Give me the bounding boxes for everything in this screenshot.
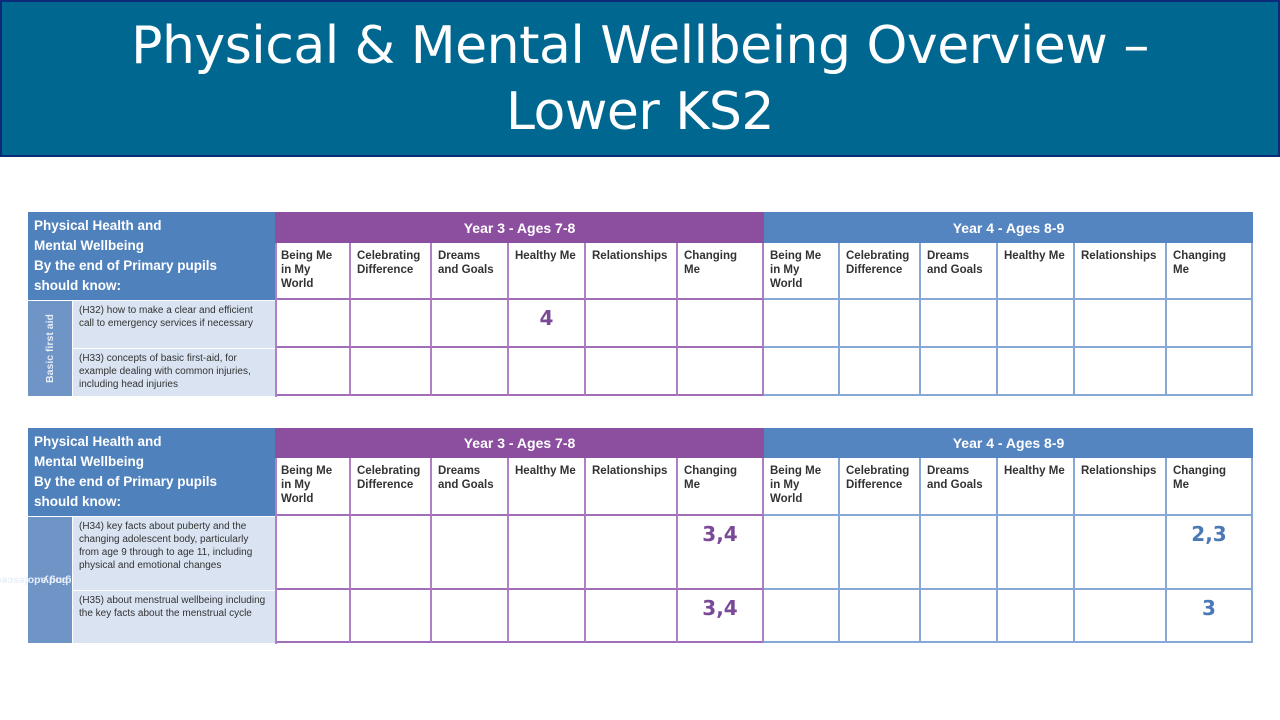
col-header: Healthy Me	[998, 243, 1075, 300]
cell	[1167, 300, 1253, 348]
table-left-header: Physical Health and Mental Wellbeing By …	[28, 428, 275, 516]
adolescent-body-table: Physical Health and Mental Wellbeing By …	[0, 428, 1253, 644]
section-label-basic-first-aid: Basic first aid	[28, 300, 72, 396]
item-h34: (H34) key facts about puberty and the ch…	[72, 516, 275, 590]
col-header: Changing Me	[678, 458, 764, 516]
divider	[275, 243, 277, 397]
header-sub-line-1: By the end of Primary pupils	[34, 474, 218, 489]
cell	[998, 300, 1075, 348]
cell	[840, 348, 921, 396]
table-left-header: Physical Health and Mental Wellbeing By …	[28, 212, 275, 300]
col-header: Celebrating Difference	[351, 458, 432, 516]
col-header: Celebrating Difference	[840, 243, 921, 300]
cell	[921, 348, 998, 396]
col-header: Relationships	[1075, 243, 1167, 300]
cell	[351, 348, 432, 396]
group-header-year3: Year 3 - Ages 7-8	[275, 212, 764, 243]
cell: 3,4	[678, 516, 764, 590]
item-h32: (H32) how to make a clear and efficient …	[72, 300, 275, 348]
title-line-2: Lower KS2	[506, 81, 775, 142]
header-sub-line-1: By the end of Primary pupils	[34, 258, 218, 273]
cell	[275, 300, 351, 348]
cell	[921, 300, 998, 348]
col-header: Healthy Me	[509, 243, 586, 300]
header-title-line-1: Physical Health and	[34, 218, 162, 233]
col-header: Relationships	[586, 243, 678, 300]
header-sub-line-2: should know:	[34, 278, 121, 293]
header-title-line-2: Mental Wellbeing	[34, 238, 145, 253]
cell	[275, 516, 351, 590]
col-header: Healthy Me	[998, 458, 1075, 516]
cell	[998, 590, 1075, 643]
col-header: Dreams and Goals	[921, 458, 998, 516]
cell	[509, 348, 586, 396]
page-title: Physical & Mental Wellbeing Overview – L…	[0, 0, 1280, 157]
cell	[1075, 348, 1167, 396]
header-sub-line-2: should know:	[34, 494, 121, 509]
cell	[1075, 516, 1167, 590]
cell	[678, 348, 764, 396]
cell	[351, 590, 432, 643]
cell	[678, 300, 764, 348]
cell	[840, 300, 921, 348]
first-aid-table: Physical Health and Mental Wellbeing By …	[28, 212, 1253, 397]
cell	[351, 516, 432, 590]
title-line-1: Physical & Mental Wellbeing Overview –	[131, 15, 1149, 76]
section-label-changing-adolescent-body: Changing adolescent body	[0, 516, 98, 643]
cell	[509, 516, 586, 590]
cell	[921, 516, 998, 590]
cell	[840, 516, 921, 590]
cell	[351, 300, 432, 348]
group-header-year4: Year 4 - Ages 8-9	[764, 428, 1253, 458]
cell	[586, 348, 678, 396]
cell	[275, 348, 351, 396]
col-header: Being Me in My World	[764, 243, 840, 300]
cell: 2,3	[1167, 516, 1253, 590]
group-header-year4: Year 4 - Ages 8-9	[764, 212, 1253, 243]
col-header: Being Me in My World	[275, 458, 351, 516]
cell	[432, 590, 509, 643]
cell	[432, 300, 509, 348]
col-header: Celebrating Difference	[351, 243, 432, 300]
cell	[509, 590, 586, 643]
cell	[432, 348, 509, 396]
cell	[275, 590, 351, 643]
cell	[586, 590, 678, 643]
col-header: Being Me in My World	[275, 243, 351, 300]
col-header: Healthy Me	[509, 458, 586, 516]
col-header: Changing Me	[1167, 243, 1253, 300]
col-header: Dreams and Goals	[921, 243, 998, 300]
cell	[764, 590, 840, 643]
cell	[586, 300, 678, 348]
col-header: Relationships	[1075, 458, 1167, 516]
cell: 4	[509, 300, 586, 348]
cell: 3,4	[678, 590, 764, 643]
col-header: Celebrating Difference	[840, 458, 921, 516]
cell	[1075, 590, 1167, 643]
col-header: Dreams and Goals	[432, 458, 509, 516]
cell	[1075, 300, 1167, 348]
cell	[764, 348, 840, 396]
item-h35: (H35) about menstrual wellbeing includin…	[72, 590, 275, 643]
cell	[998, 516, 1075, 590]
col-header: Dreams and Goals	[432, 243, 509, 300]
cell	[840, 590, 921, 643]
cell	[764, 516, 840, 590]
col-header: Being Me in My World	[764, 458, 840, 516]
cell	[764, 300, 840, 348]
item-h33: (H33) concepts of basic first-aid, for e…	[72, 348, 275, 396]
col-header: Changing Me	[678, 243, 764, 300]
col-header: Changing Me	[1167, 458, 1253, 516]
cell	[921, 590, 998, 643]
cell	[998, 348, 1075, 396]
cell	[1167, 348, 1253, 396]
header-title-line-2: Mental Wellbeing	[34, 454, 145, 469]
cell: 3	[1167, 590, 1253, 643]
cell	[586, 516, 678, 590]
cell	[432, 516, 509, 590]
divider	[275, 458, 277, 644]
col-header: Relationships	[586, 458, 678, 516]
group-header-year3: Year 3 - Ages 7-8	[275, 428, 764, 458]
header-title-line-1: Physical Health and	[34, 434, 162, 449]
